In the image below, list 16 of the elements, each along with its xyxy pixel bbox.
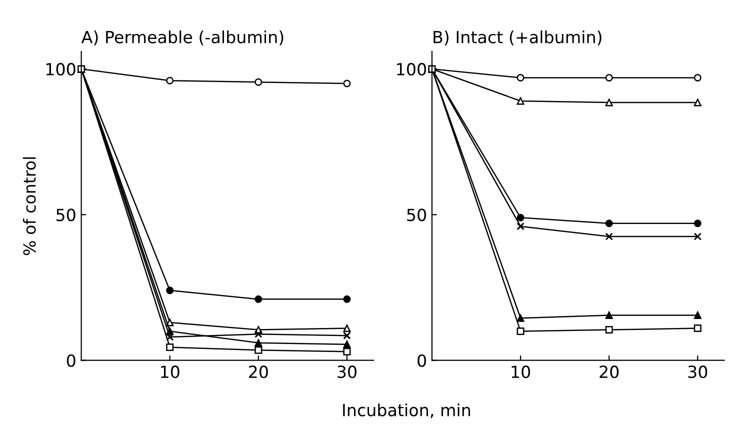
- x-tick-label: 30: [688, 366, 708, 378]
- y-tick-label: 100: [397, 62, 426, 76]
- y-axis-title: % of control: [22, 157, 36, 256]
- y-tick-label: 0: [66, 354, 76, 367]
- y-tick-label: 0: [418, 354, 426, 367]
- y-tick-label: 50: [407, 208, 426, 222]
- x-axis-title: Incubation, min: [343, 403, 470, 418]
- x-tick-label: 20: [249, 366, 268, 378]
- x-tick-label: 10: [161, 366, 180, 378]
- x-tick-label: 10: [512, 366, 530, 378]
- x-tick-label: 30: [338, 366, 356, 378]
- chart-title: A) Permeable (-albumin): [81, 30, 284, 46]
- x-tick-label: 20: [600, 366, 619, 378]
- chart-title: B) Intact (+albumin): [434, 30, 602, 46]
- y-tick-label: 50: [56, 208, 76, 222]
- y-tick-label: 100: [46, 62, 76, 76]
